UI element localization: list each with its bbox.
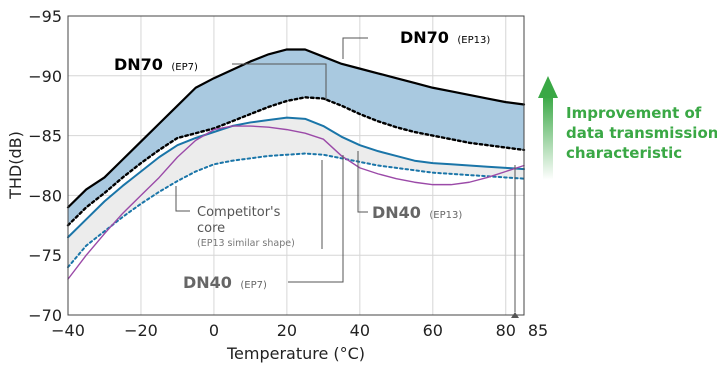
plot-frame xyxy=(67,15,525,316)
x-axis-title: Temperature (°C) xyxy=(226,344,365,363)
label-dn70-ep13-sub: (EP13) xyxy=(457,35,490,46)
label-dn70-ep7-sub: (EP7) xyxy=(171,62,198,73)
improvement-text-line1: Improvement of xyxy=(566,104,702,122)
improvement-text-line2: data transmission xyxy=(566,124,717,142)
label-dn40-ep13: DN40 (EP13) xyxy=(372,203,462,222)
label-dn40-ep7-sub: (EP7) xyxy=(240,280,267,291)
y-tick-label: −75 xyxy=(28,246,62,265)
label-dn70-ep13-main: DN70 xyxy=(400,28,449,47)
y-axis-title: THD(dB) xyxy=(6,131,25,200)
x-tick-label: 40 xyxy=(350,321,370,340)
x-tick-label: −20 xyxy=(124,321,158,340)
improvement-text-line3: characteristic xyxy=(566,144,682,162)
label-dn70-ep7: DN70 (EP7) xyxy=(114,55,198,74)
x-tick-label-85: 85 xyxy=(528,321,548,340)
label-dn40-ep7-main: DN40 xyxy=(183,273,232,292)
band-dn70 xyxy=(68,49,524,226)
label-dn40-ep7: DN40 (EP7) xyxy=(183,273,267,292)
improvement-arrow-icon xyxy=(538,76,558,180)
dn40-ep7-leader xyxy=(288,155,344,283)
x-tick-label: 20 xyxy=(277,321,297,340)
label-dn40-ep13-main: DN40 xyxy=(372,203,421,222)
series-dn70-ep13 xyxy=(66,48,526,209)
label-dn70-ep13: DN70 (EP13) xyxy=(400,28,490,47)
label-dn70-ep7-main: DN70 xyxy=(114,55,163,74)
dn40-ep13-leader xyxy=(357,151,368,213)
y-tick-label: −95 xyxy=(28,7,62,26)
y-tick-label: −70 xyxy=(28,306,62,325)
label-competitor-note: (EP13 similar shape) xyxy=(197,238,295,249)
label-competitor-line1: Competitor's xyxy=(197,205,281,220)
band-dn40 xyxy=(68,117,524,268)
series-dn70-ep7 xyxy=(66,96,526,227)
y-tick-label: −85 xyxy=(28,127,62,146)
series-dn40-ep13 xyxy=(67,116,525,239)
label-competitor-line2: core xyxy=(197,221,225,236)
dn70-ep13-leader xyxy=(342,37,368,59)
label-dn40-ep13-sub: (EP13) xyxy=(429,210,462,221)
series-dn40-ep7 xyxy=(67,152,525,269)
x85-marker-arrow xyxy=(511,312,519,318)
y-tick-label: −90 xyxy=(28,67,62,86)
x-tick-labels: −40 −20 0 20 40 60 80 85 xyxy=(51,321,548,340)
dn70-ep7-leader xyxy=(232,63,327,101)
x-tick-label: 0 xyxy=(209,321,219,340)
x-tick-label: 80 xyxy=(496,321,516,340)
x-tick-label: −40 xyxy=(51,321,85,340)
y-tick-labels: −70 −75 −80 −85 −90 −95 xyxy=(28,7,62,325)
series-lines xyxy=(66,48,526,280)
callout-lines xyxy=(175,37,519,318)
y-tick-label: −80 xyxy=(28,186,62,205)
series-competitor xyxy=(67,125,525,280)
competitor-leader xyxy=(175,186,190,212)
shaded-bands xyxy=(68,49,524,268)
x-tick-label: 60 xyxy=(423,321,443,340)
